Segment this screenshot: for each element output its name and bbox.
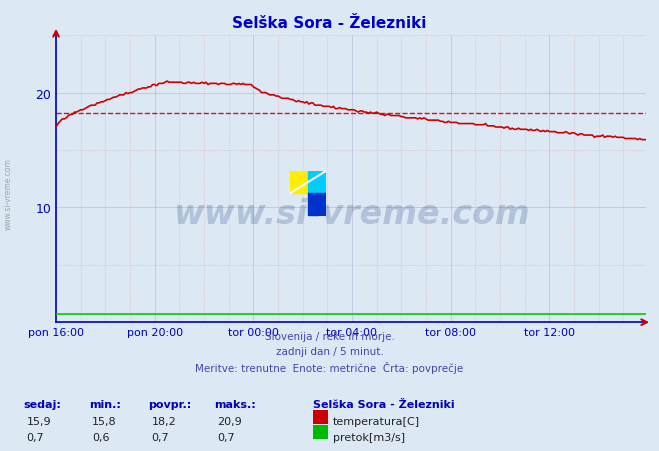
Text: 20,9: 20,9 xyxy=(217,416,243,426)
Text: 0,7: 0,7 xyxy=(217,432,235,442)
Text: Slovenija / reke in morje.: Slovenija / reke in morje. xyxy=(264,331,395,341)
Text: Meritve: trenutne  Enote: metrične  Črta: povprečje: Meritve: trenutne Enote: metrične Črta: … xyxy=(195,361,464,373)
Text: 0,7: 0,7 xyxy=(152,432,169,442)
Text: 18,2: 18,2 xyxy=(152,416,177,426)
Text: min.:: min.: xyxy=(89,399,121,409)
Text: www.si-vreme.com: www.si-vreme.com xyxy=(3,158,13,230)
Text: Selška Sora - Železniki: Selška Sora - Železniki xyxy=(313,399,455,409)
Text: www.si-vreme.com: www.si-vreme.com xyxy=(173,197,529,230)
Polygon shape xyxy=(290,171,326,194)
Text: pretok[m3/s]: pretok[m3/s] xyxy=(333,432,405,442)
Text: temperatura[C]: temperatura[C] xyxy=(333,416,420,426)
Polygon shape xyxy=(308,171,326,194)
Text: 0,7: 0,7 xyxy=(26,432,44,442)
Polygon shape xyxy=(308,194,326,216)
Text: zadnji dan / 5 minut.: zadnji dan / 5 minut. xyxy=(275,346,384,356)
Text: 15,8: 15,8 xyxy=(92,416,117,426)
Text: 15,9: 15,9 xyxy=(26,416,51,426)
Text: maks.:: maks.: xyxy=(214,399,256,409)
Text: Selška Sora - Železniki: Selška Sora - Železniki xyxy=(233,16,426,31)
Text: sedaj:: sedaj: xyxy=(23,399,61,409)
Text: 0,6: 0,6 xyxy=(92,432,110,442)
Text: povpr.:: povpr.: xyxy=(148,399,192,409)
